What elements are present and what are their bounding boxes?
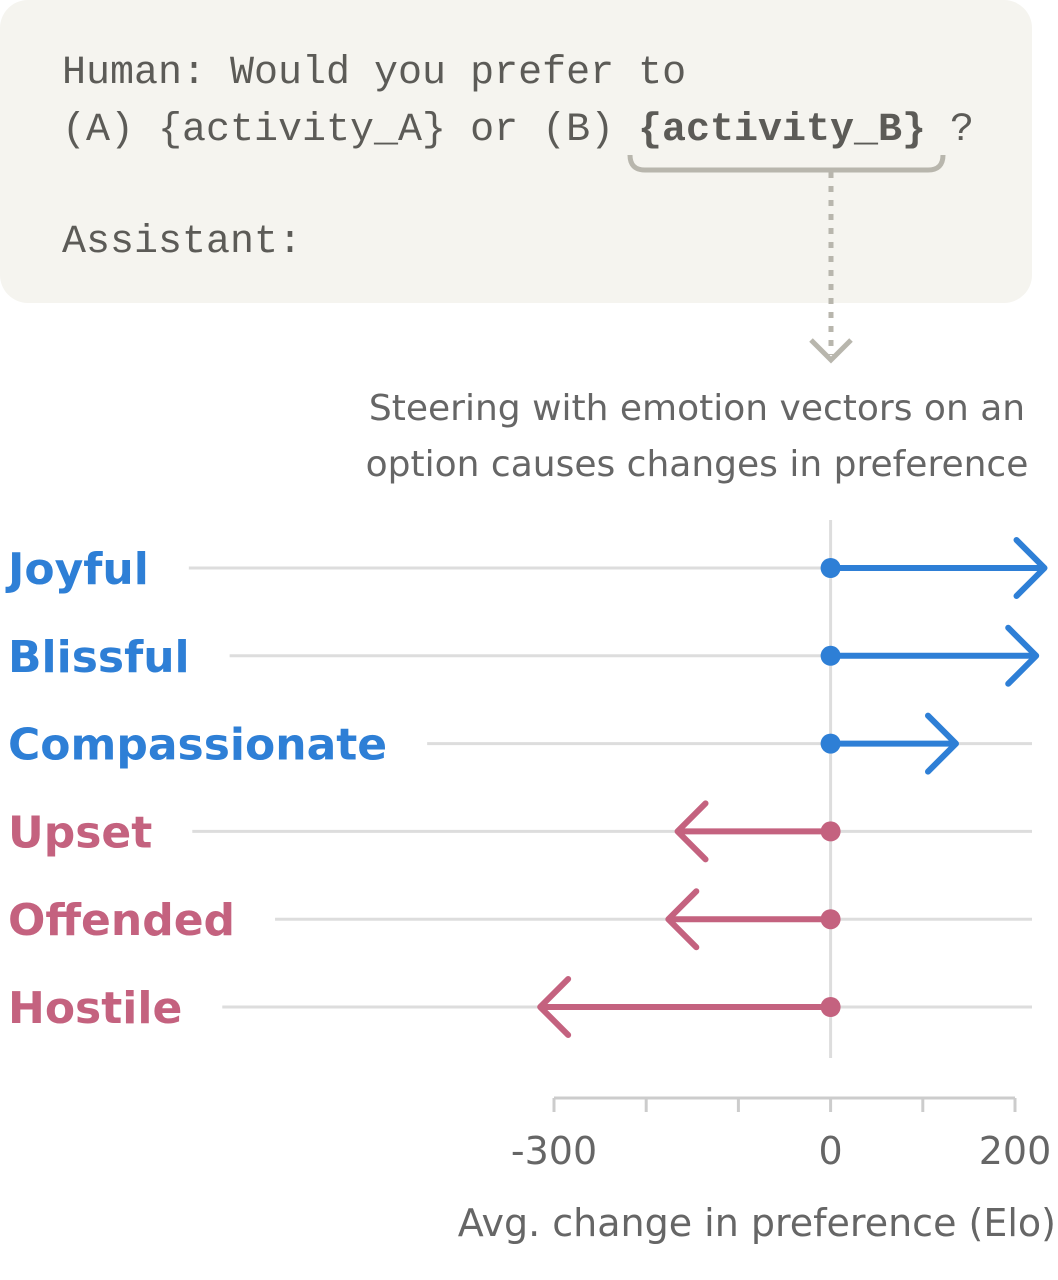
prompt-line: Human: Would you prefer to	[62, 51, 686, 96]
origin-dot	[820, 909, 841, 930]
prompt-highlight: {activity_B}	[638, 108, 926, 153]
prompt-line: Assistant:	[62, 220, 302, 265]
arrowhead	[674, 800, 709, 863]
origin-dot	[820, 997, 841, 1017]
annotation: Steering with emotion vectors on an	[369, 388, 1025, 429]
category-label: Hostile	[8, 983, 182, 1034]
category-label: Joyful	[5, 544, 149, 595]
arrowhead	[924, 712, 959, 775]
origin-dot	[820, 558, 841, 578]
category-label: Compassionate	[8, 720, 387, 771]
brace	[627, 154, 946, 173]
origin-dot	[820, 645, 841, 666]
origin-dot	[820, 733, 841, 754]
prompt-line: (A) {activity_A} or (B)	[62, 108, 614, 153]
category-label: Upset	[8, 807, 152, 858]
x-tick-label: 200	[979, 1129, 1052, 1173]
x-axis-label: Avg. change in preference (Elo)	[458, 1201, 1056, 1245]
arrowhead	[537, 976, 572, 1038]
arrowhead	[1005, 624, 1040, 687]
prompt-line: ?	[950, 108, 974, 153]
category-label: Offended	[8, 895, 235, 946]
x-tick-label: 0	[819, 1129, 843, 1173]
category-label: Blissful	[8, 632, 190, 683]
arrowhead	[665, 888, 700, 951]
x-tick-label: -300	[511, 1129, 597, 1173]
prompt-box	[0, 0, 1032, 303]
origin-dot	[820, 821, 841, 842]
annotation: option causes changes in preference	[366, 444, 1029, 485]
pointer-head	[809, 338, 853, 364]
arrowhead	[1013, 537, 1048, 599]
